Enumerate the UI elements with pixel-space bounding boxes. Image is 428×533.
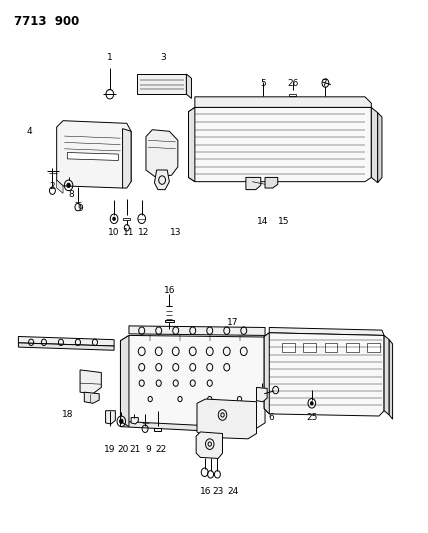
Circle shape	[113, 217, 116, 220]
Text: 22: 22	[155, 445, 166, 454]
Text: 26: 26	[287, 79, 298, 88]
Polygon shape	[264, 333, 384, 416]
Polygon shape	[378, 113, 382, 183]
Circle shape	[67, 183, 70, 188]
Text: 2: 2	[50, 182, 55, 191]
Polygon shape	[195, 97, 372, 108]
Text: 13: 13	[170, 228, 181, 237]
Text: 24: 24	[228, 487, 239, 496]
Polygon shape	[155, 170, 169, 190]
Polygon shape	[137, 74, 186, 94]
Circle shape	[311, 402, 313, 405]
Text: 21: 21	[130, 445, 141, 454]
Text: 3: 3	[160, 53, 166, 62]
Polygon shape	[129, 326, 265, 335]
Text: 10: 10	[108, 228, 120, 237]
Polygon shape	[131, 418, 138, 424]
Polygon shape	[120, 421, 256, 433]
Polygon shape	[80, 370, 101, 394]
Text: 18: 18	[62, 410, 73, 419]
Text: 11: 11	[123, 228, 135, 237]
Polygon shape	[346, 343, 359, 352]
Polygon shape	[269, 327, 384, 335]
Text: 23: 23	[213, 487, 224, 496]
Text: 8: 8	[68, 190, 74, 199]
Polygon shape	[146, 130, 178, 176]
Text: 16: 16	[200, 487, 211, 496]
Polygon shape	[372, 108, 378, 183]
Polygon shape	[106, 411, 116, 424]
Text: 7: 7	[322, 79, 327, 88]
Text: 9: 9	[145, 445, 151, 454]
Text: 15: 15	[278, 217, 290, 226]
Text: 20: 20	[117, 445, 128, 454]
Text: 19: 19	[104, 445, 116, 454]
Polygon shape	[265, 177, 278, 188]
Polygon shape	[155, 427, 161, 431]
Circle shape	[119, 419, 123, 423]
Text: 1: 1	[107, 53, 113, 62]
Polygon shape	[197, 399, 256, 439]
Text: 4: 4	[26, 127, 32, 136]
Polygon shape	[256, 387, 267, 402]
Polygon shape	[367, 343, 380, 352]
Polygon shape	[264, 333, 269, 414]
Text: 25: 25	[306, 413, 318, 422]
Polygon shape	[186, 74, 191, 99]
Text: 6: 6	[268, 413, 274, 422]
Polygon shape	[282, 343, 295, 352]
Polygon shape	[389, 340, 392, 419]
Polygon shape	[56, 120, 131, 188]
Text: 16: 16	[163, 286, 175, 295]
Polygon shape	[246, 177, 261, 190]
Polygon shape	[122, 128, 131, 188]
Text: 5: 5	[260, 79, 266, 88]
Text: 17: 17	[227, 318, 239, 327]
Polygon shape	[303, 343, 316, 352]
Polygon shape	[384, 335, 389, 415]
Polygon shape	[196, 432, 223, 458]
Text: 7713  900: 7713 900	[14, 14, 80, 28]
Polygon shape	[188, 108, 195, 182]
Polygon shape	[188, 108, 372, 182]
Text: 9: 9	[77, 204, 83, 213]
Text: 14: 14	[257, 217, 269, 226]
Polygon shape	[165, 319, 174, 322]
Polygon shape	[56, 180, 63, 193]
Polygon shape	[324, 343, 337, 352]
Polygon shape	[120, 335, 265, 428]
Polygon shape	[120, 335, 129, 426]
Polygon shape	[18, 343, 114, 350]
Text: 12: 12	[138, 228, 149, 237]
Polygon shape	[67, 152, 118, 160]
Polygon shape	[18, 336, 114, 346]
Polygon shape	[84, 392, 99, 403]
